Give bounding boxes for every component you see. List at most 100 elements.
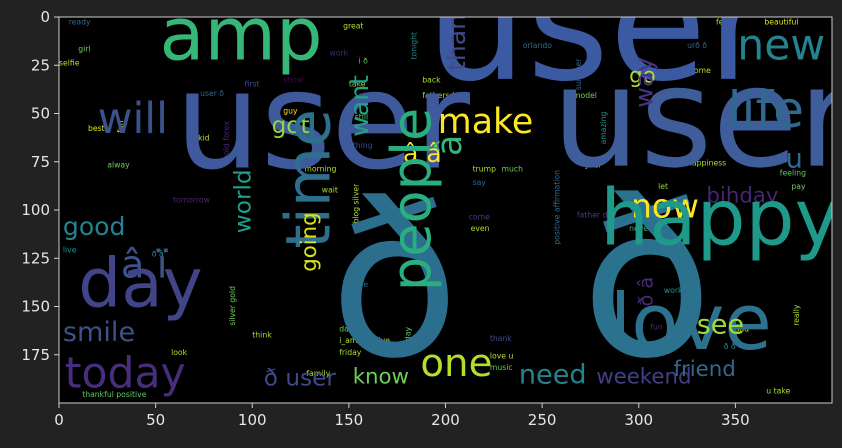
word-small_words-29: morning bbox=[304, 164, 336, 173]
word-small_words-2: selfie bbox=[59, 58, 80, 67]
word-small_words-55: think bbox=[252, 330, 272, 339]
word-layer: ready girl selfie great work i ð first show take… bbox=[59, 0, 842, 406]
word-words-13: go bbox=[629, 64, 656, 89]
word-words-1: user bbox=[175, 42, 470, 200]
word-words-3: ð bbox=[330, 159, 460, 406]
word-words-38: ð â bbox=[634, 277, 657, 307]
word-small_words-12: tonight bbox=[410, 32, 419, 60]
word-small_words-3: great bbox=[343, 22, 363, 31]
y-tick-label-6: 150 bbox=[21, 298, 50, 316]
word-small_words-64: look bbox=[171, 348, 188, 357]
word-small_words-5: i ð bbox=[359, 56, 369, 65]
y-tick-label-1: 25 bbox=[31, 56, 50, 74]
word-words-9: got bbox=[272, 112, 310, 139]
word-words-6: new bbox=[737, 22, 825, 71]
word-words-33: one bbox=[420, 341, 492, 386]
word-words-31: ð user bbox=[264, 365, 337, 392]
word-words-24: good bbox=[63, 212, 126, 241]
word-small_words-30: wait bbox=[322, 186, 338, 195]
word-small_words-63: ð ð bbox=[724, 342, 736, 351]
x-axis: 0 50 100 150 200 250 300 350 bbox=[54, 403, 750, 429]
word-words-29: smile bbox=[63, 317, 135, 348]
word-words-35: weekend bbox=[596, 365, 691, 390]
y-tick-label-4: 100 bbox=[21, 201, 50, 219]
word-words-18: now bbox=[631, 187, 699, 226]
word-small_words-31: tomorrow bbox=[173, 195, 210, 204]
y-tick-label-5: 125 bbox=[21, 249, 50, 267]
word-small_words-39: pay bbox=[791, 182, 806, 191]
word-small_words-34: much bbox=[502, 164, 524, 173]
x-tick-label-4: 200 bbox=[431, 411, 460, 429]
word-words-12: thankful bbox=[442, 0, 471, 71]
word-words-5: amp bbox=[160, 0, 323, 78]
word-small_words-0: ready bbox=[69, 18, 91, 27]
word-small_words-8: take bbox=[349, 80, 366, 89]
word-words-10: want bbox=[345, 75, 374, 137]
word-words-20: happy bbox=[600, 174, 840, 264]
word-small_words-18: urð ð bbox=[687, 41, 707, 50]
word-words-25: â ï bbox=[121, 243, 168, 288]
word-small_words-48: ð â bbox=[152, 249, 164, 258]
word-words-36: friend bbox=[674, 357, 736, 382]
word-small_words-23: fun bbox=[116, 120, 125, 133]
word-words-27: world bbox=[229, 169, 256, 233]
word-small_words-42: positive affirmation bbox=[553, 170, 562, 245]
word-small_words-65: family bbox=[306, 369, 330, 378]
y-tick-label-3: 75 bbox=[31, 153, 50, 171]
x-tick-label-5: 250 bbox=[528, 411, 557, 429]
word-words-8: will bbox=[98, 95, 168, 144]
word-words-7: life bbox=[728, 80, 804, 139]
x-tick-label-0: 0 bbox=[54, 411, 64, 429]
word-small_words-19: home bbox=[689, 66, 711, 75]
word-small_words-60: thank bbox=[490, 334, 512, 343]
word-words-28: going bbox=[297, 212, 322, 271]
word-small_words-57: i_am positive bbox=[339, 336, 390, 345]
word-words-26: day bbox=[78, 244, 202, 323]
word-words-32: know bbox=[353, 365, 409, 390]
y-tick-label-7: 175 bbox=[21, 346, 50, 364]
word-small_words-45: even bbox=[471, 224, 490, 233]
word-small_words-49: hope bbox=[349, 280, 368, 289]
word-words-19: bihday bbox=[706, 183, 778, 208]
word-small_words-25: alway bbox=[107, 161, 130, 170]
word-small_words-16: model bbox=[573, 91, 597, 100]
word-small_words-43: father day bbox=[577, 211, 617, 220]
word-words-15: u bbox=[786, 144, 803, 175]
word-words-30: today bbox=[65, 350, 186, 399]
word-small_words-40: let bbox=[658, 182, 668, 191]
word-small_words-9: sta bbox=[359, 91, 371, 100]
word-small_words-13: orlando bbox=[523, 41, 552, 50]
word-words-34: need bbox=[519, 360, 587, 391]
word-words-2: user bbox=[552, 37, 842, 199]
word-small_words-10: user ð bbox=[200, 89, 224, 98]
word-small_words-46: never bbox=[629, 224, 652, 233]
word-small_words-58: friday bbox=[339, 348, 362, 357]
word-small_words-32: trump bbox=[473, 164, 497, 173]
x-tick-label-1: 50 bbox=[146, 411, 165, 429]
x-tick-label-3: 150 bbox=[335, 411, 364, 429]
word-words-16: â â bbox=[403, 139, 442, 168]
x-tick-label-6: 300 bbox=[624, 411, 653, 429]
word-words-23: people bbox=[380, 108, 443, 291]
word-small_words-53: sad bbox=[735, 325, 749, 334]
word-small_words-20: feel bbox=[716, 18, 730, 27]
y-tick-label-0: 0 bbox=[40, 8, 50, 26]
word-small_words-1: girl bbox=[78, 45, 90, 54]
word-words-37: see bbox=[697, 310, 744, 341]
word-small_words-17: summer bbox=[574, 58, 583, 91]
word-small_words-59: sunday bbox=[404, 326, 413, 354]
word-small_words-50: silver gold bbox=[228, 286, 237, 326]
x-tick-label-2: 100 bbox=[238, 411, 267, 429]
word-small_words-47: live bbox=[63, 246, 77, 255]
word-words-14: way bbox=[629, 57, 658, 108]
y-tick-label-2: 50 bbox=[31, 105, 50, 123]
word-words-11: make bbox=[438, 102, 534, 142]
word-small_words-27: still bbox=[355, 112, 368, 121]
word-small_words-67: u take bbox=[766, 386, 790, 395]
word-words-21: love bbox=[610, 278, 772, 368]
word-small_words-66: thankful positive bbox=[82, 390, 147, 399]
word-small_words-7: show bbox=[283, 76, 303, 85]
word-small_words-11: guy bbox=[283, 107, 298, 116]
word-small_words-6: first bbox=[245, 80, 260, 89]
